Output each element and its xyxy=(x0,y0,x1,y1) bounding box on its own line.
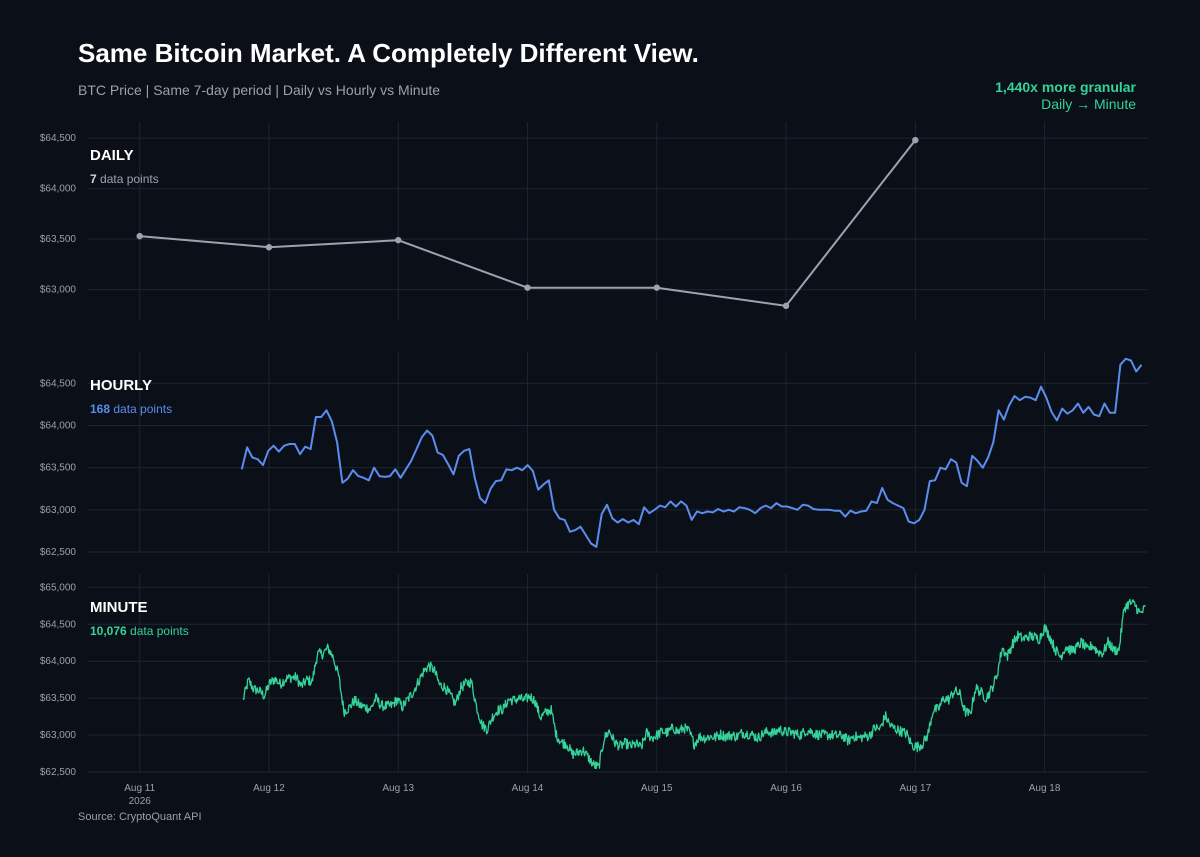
y-tick-label: $63,500 xyxy=(40,693,77,704)
series-line-minute xyxy=(242,598,1146,770)
y-tick-label: $63,000 xyxy=(40,730,77,741)
y-tick-label: $64,500 xyxy=(40,619,77,630)
data-point xyxy=(782,302,790,310)
granularity-direction: Daily → Minute xyxy=(1041,96,1136,112)
y-tick-label: $63,000 xyxy=(40,505,77,516)
chart-title: Same Bitcoin Market. A Completely Differ… xyxy=(78,38,699,68)
x-tick-label: Aug 16 xyxy=(770,783,802,794)
panel-title: DAILY xyxy=(90,147,134,164)
panel-hourly: $62,500 $63,000 $63,500 $64,000 $64,500 HOURL… xyxy=(40,352,1148,558)
panel-title: HOURLY xyxy=(90,377,152,394)
panel-point-count: 7 data points xyxy=(90,172,159,186)
data-point xyxy=(395,236,402,244)
x-tick-label: Aug 14 xyxy=(512,783,544,794)
chart-source: Source: CryptoQuant API xyxy=(78,811,202,823)
granularity-ratio: 1,440x more granular xyxy=(995,79,1136,95)
chart-subtitle: BTC Price | Same 7-day period | Daily vs… xyxy=(78,82,441,98)
y-tick-label: $64,500 xyxy=(40,378,77,389)
y-tick-label: $64,000 xyxy=(40,656,77,667)
panel-point-count: 10,076 data points xyxy=(90,624,189,638)
series-line-hourly xyxy=(240,357,1143,548)
y-tick-label: $64,000 xyxy=(40,184,77,195)
y-tick-label: $65,000 xyxy=(40,582,77,593)
data-point xyxy=(912,136,919,144)
y-tick-label: $64,000 xyxy=(40,420,77,431)
x-tick-label: Aug 18 xyxy=(1029,783,1061,794)
data-point xyxy=(524,284,531,291)
data-point xyxy=(136,232,143,240)
panel-daily: $63,000 $63,500 $64,000 $64,500 DAILY 7 data … xyxy=(40,122,1148,320)
y-tick-label: $63,500 xyxy=(40,463,77,474)
y-tick-label: $63,500 xyxy=(40,234,77,245)
data-point xyxy=(653,284,660,291)
x-tick-label: Aug 12 xyxy=(253,783,285,794)
y-tick-label: $62,500 xyxy=(40,767,77,778)
x-tick-label: Aug 17 xyxy=(899,783,931,794)
x-axis: Aug 11 Aug 12 Aug 13 Aug 14 Aug 15 Aug 16 Aug … xyxy=(124,783,1061,807)
panel-title: MINUTE xyxy=(90,599,148,616)
x-tick-year-label: 2026 xyxy=(129,796,152,807)
y-tick-label: $62,500 xyxy=(40,547,77,558)
x-tick-label: Aug 13 xyxy=(382,783,414,794)
y-tick-label: $64,500 xyxy=(40,133,77,144)
y-tick-label: $63,000 xyxy=(40,285,77,296)
panel-point-count: 168 data points xyxy=(90,402,172,416)
panel-minute: $62,500 $63,000 $63,500 $64,000 $64,500 $65,0… xyxy=(40,574,1148,778)
granularity-note: 1,440x more granular Daily → Minute xyxy=(995,79,1136,113)
x-tick-label: Aug 11 xyxy=(124,783,155,794)
data-point xyxy=(265,244,273,251)
x-tick-label: Aug 15 xyxy=(641,783,673,794)
